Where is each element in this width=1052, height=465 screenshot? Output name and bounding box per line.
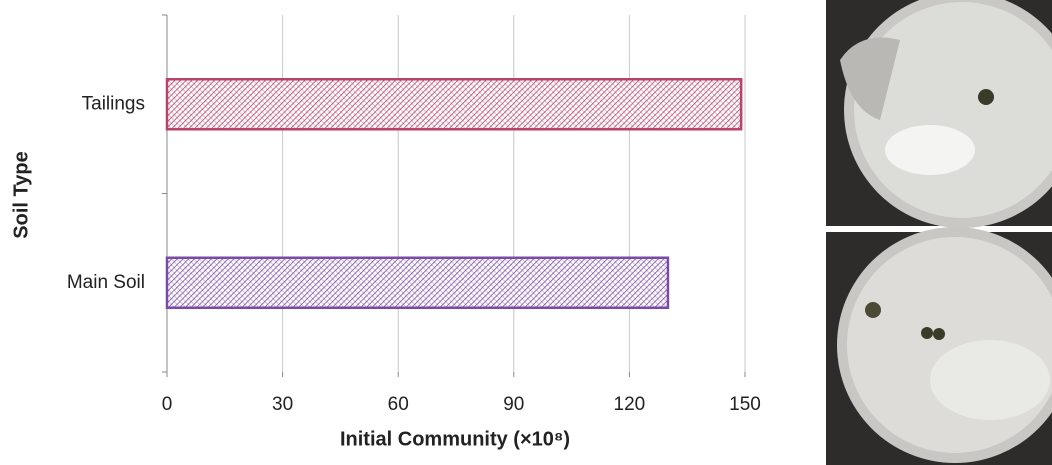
- y-tick-label: Main Soil: [67, 272, 145, 293]
- x-tick-label: 60: [388, 394, 409, 415]
- bar: [167, 79, 741, 129]
- y-tick-label: Tailings: [82, 93, 145, 114]
- figure: Initial Community (×10⁸) Soil Type 0 30 60…: [0, 0, 1052, 465]
- x-tick-label: 90: [503, 394, 524, 415]
- x-tick-label: 150: [729, 394, 761, 415]
- x-tick-label: 120: [614, 394, 646, 415]
- photo-top: [826, 0, 1052, 228]
- x-tick-label: 30: [272, 394, 293, 415]
- bar: [167, 258, 668, 308]
- x-tick-label: 0: [162, 394, 173, 415]
- y-axis-label: Soil Type: [10, 151, 32, 238]
- x-axis-label: Initial Community (×10⁸): [340, 428, 570, 450]
- photo-bottom: [826, 227, 1052, 465]
